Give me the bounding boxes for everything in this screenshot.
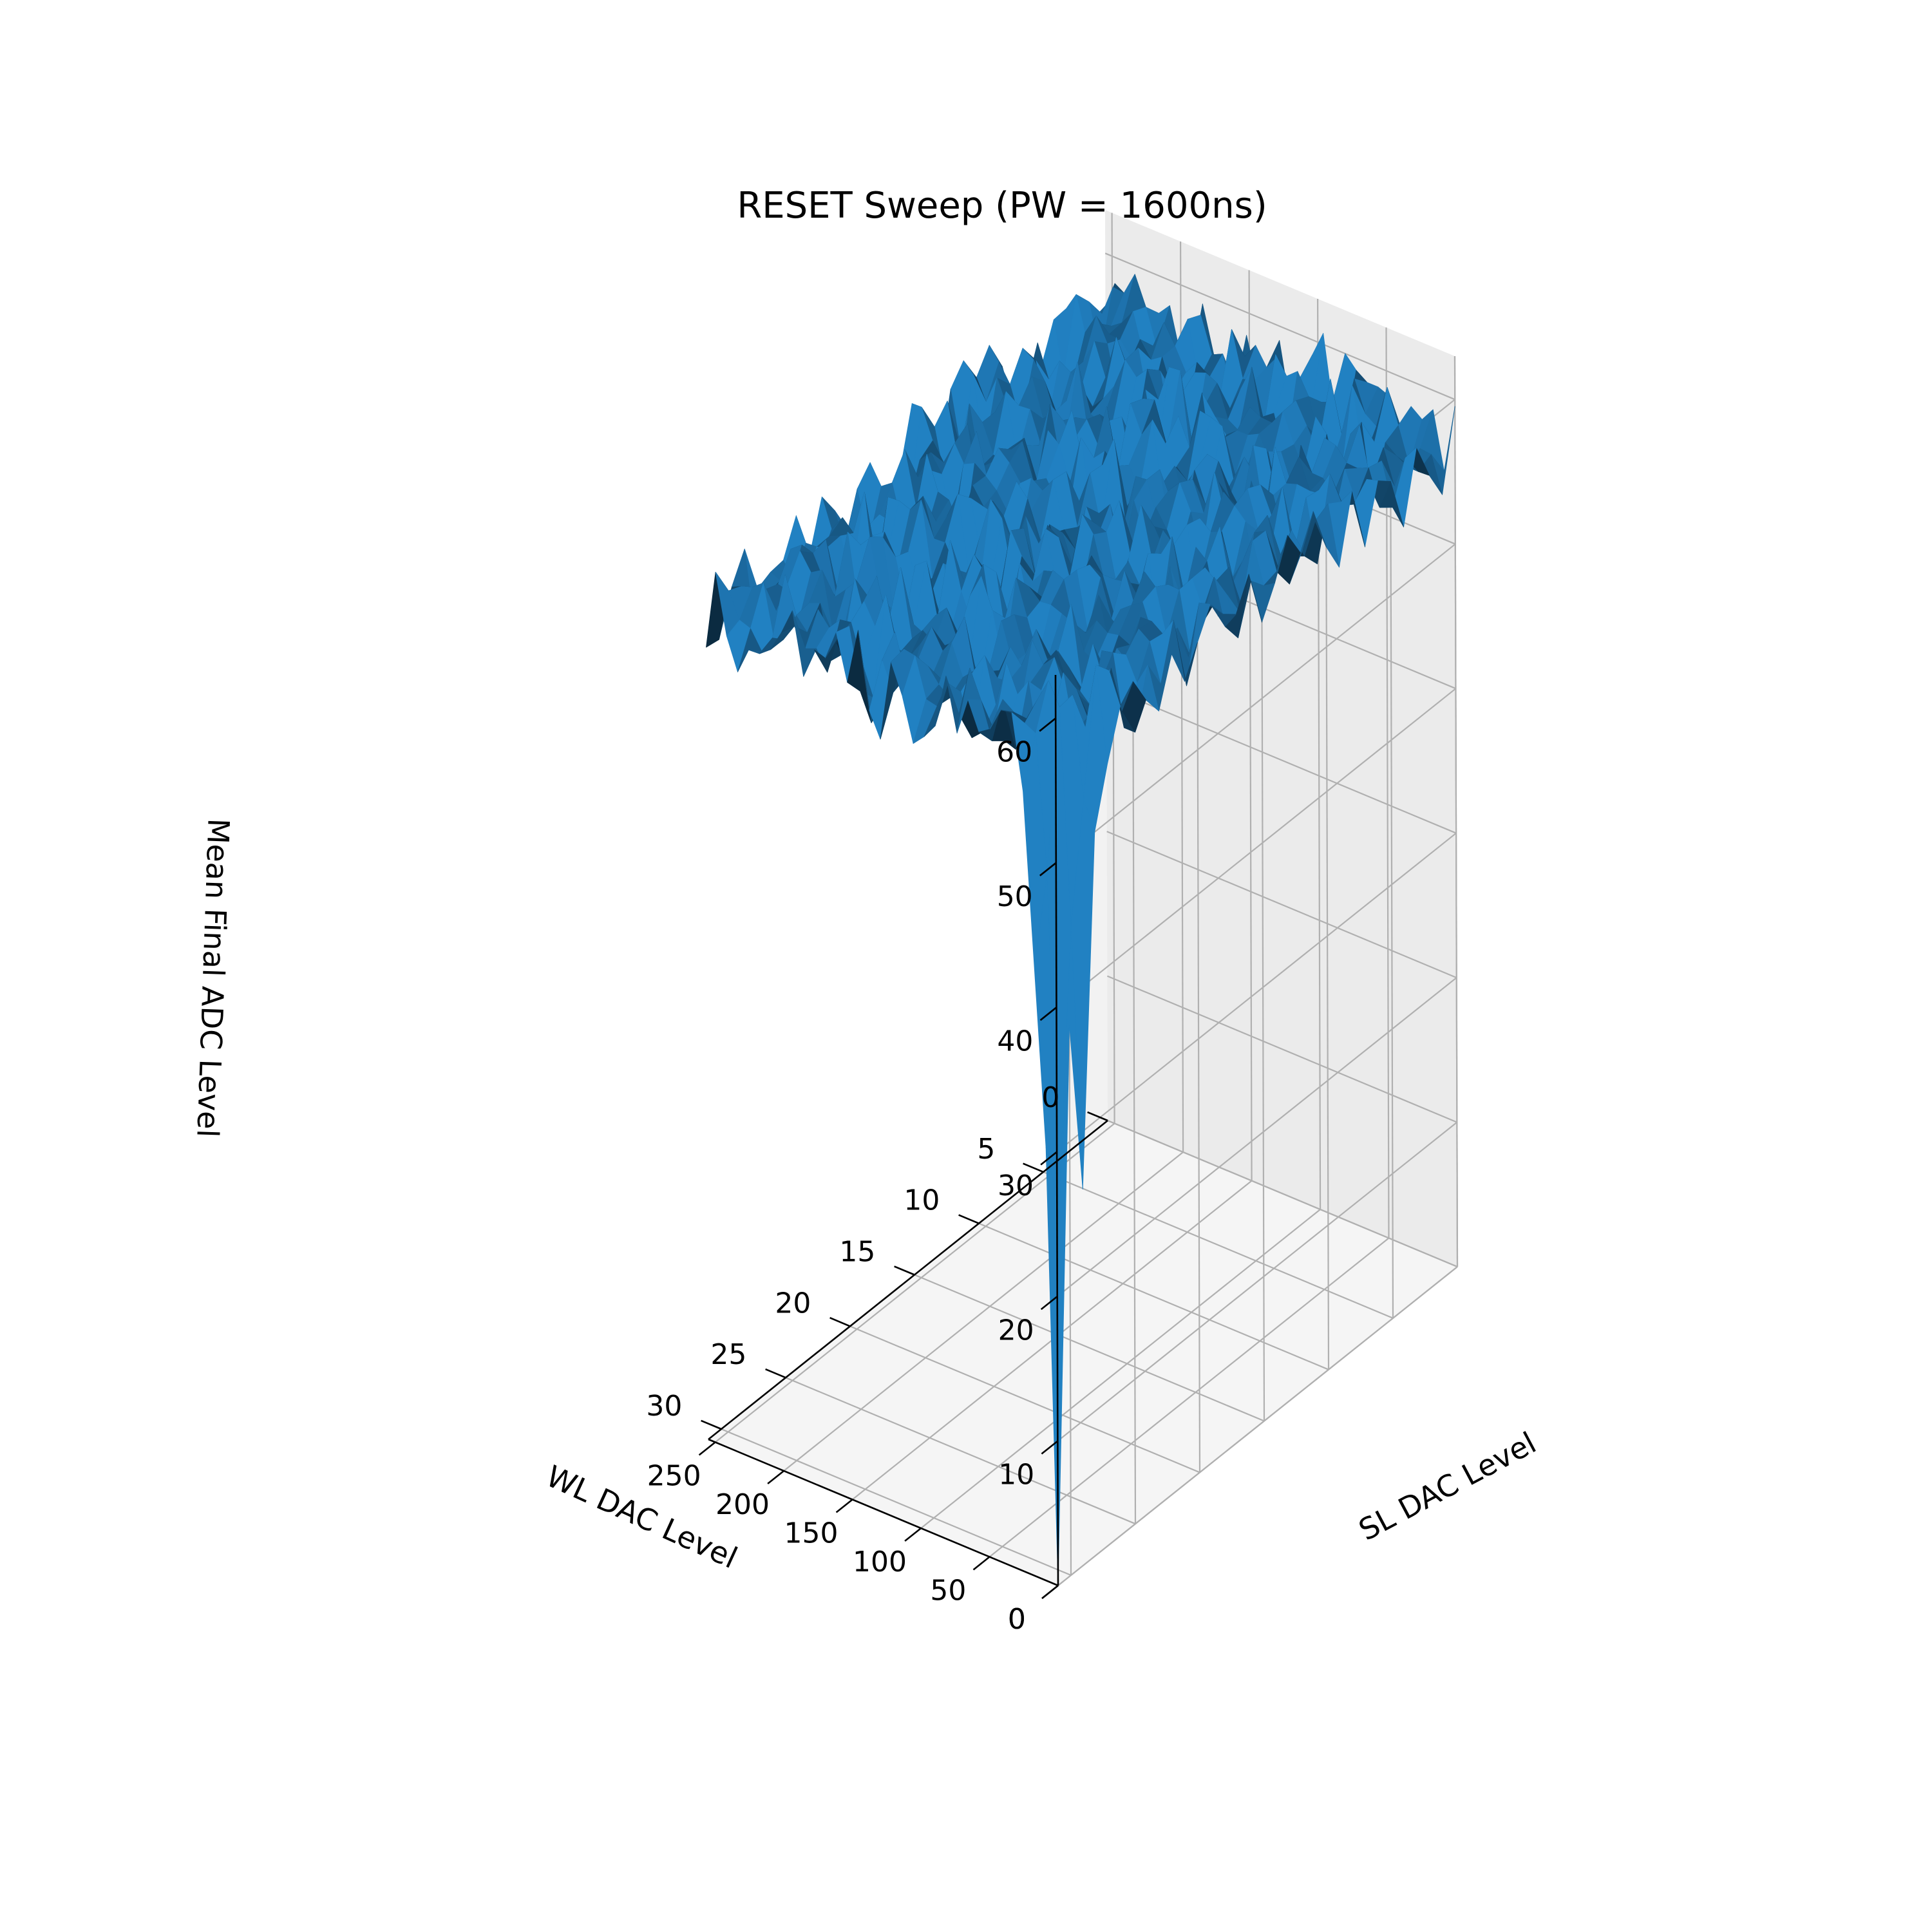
grid-line-z-left xyxy=(1056,832,1457,1153)
y-tick-20-tick xyxy=(829,1317,851,1327)
x-tick-250-tick xyxy=(698,1441,716,1456)
grid-line-sl-wall xyxy=(1196,562,1201,1473)
y-tick-5-label: 5 xyxy=(977,1133,995,1166)
z-tick-40-label: 40 xyxy=(997,1025,1033,1057)
grid-line-z-right xyxy=(1107,1119,1458,1268)
y-tick-30-tick xyxy=(701,1419,722,1430)
grid-line-z-right xyxy=(1104,252,1455,401)
floor-pane xyxy=(708,1121,1457,1586)
x-axis-label: WL DAC Level xyxy=(541,1459,743,1575)
x-tick-150-label: 150 xyxy=(784,1517,838,1550)
y-tick-10-tick xyxy=(958,1214,980,1224)
y-tick-30-label: 30 xyxy=(646,1390,682,1423)
grid-line-sl-floor xyxy=(849,1325,1200,1473)
x-tick-50-tick xyxy=(972,1556,990,1571)
grid-line-sl-wall xyxy=(1132,613,1137,1524)
grid-line-sl-floor xyxy=(1043,1171,1394,1319)
grid-line-wl-floor xyxy=(920,1209,1321,1529)
y-tick-0-tick xyxy=(1087,1111,1108,1122)
z-axis-label: Mean Final ADC Level xyxy=(190,818,236,1138)
grid-line-z-right xyxy=(1106,686,1457,834)
z-tick-10-tick xyxy=(1041,1440,1059,1455)
grid-line-z-right xyxy=(1106,831,1457,979)
z-tick-20-tick xyxy=(1040,1296,1058,1311)
y-tick-25-tick xyxy=(765,1368,786,1379)
grid-line-sl-wall xyxy=(1260,510,1265,1421)
grid-line-z-right xyxy=(1106,975,1457,1123)
y-tick-15-tick xyxy=(894,1265,915,1276)
grid-line-sl-wall xyxy=(1454,355,1459,1267)
x-tick-0-label: 0 xyxy=(1008,1603,1026,1636)
x-tick-150-tick xyxy=(835,1499,853,1513)
y-tick-10-label: 10 xyxy=(904,1184,940,1217)
z-tick-0-label: 0 xyxy=(1008,1603,1026,1636)
y-tick-15-label: 15 xyxy=(839,1236,875,1269)
grid-line-sl-wall xyxy=(1389,407,1394,1318)
z-tick-10-label: 10 xyxy=(998,1459,1034,1492)
x-tick-100-tick xyxy=(904,1527,922,1542)
z-tick-50-label: 50 xyxy=(997,880,1033,913)
z-tick-20-label: 20 xyxy=(998,1314,1034,1347)
y-tick-5-tick xyxy=(1023,1162,1044,1173)
grid-lines xyxy=(714,213,1459,1586)
grid-line-sl-floor xyxy=(978,1222,1329,1370)
z-tick-60-label: 60 xyxy=(996,736,1032,769)
grid-line-z-left xyxy=(1057,1121,1458,1442)
grid-line-sl-floor xyxy=(785,1377,1136,1525)
z-tick-50-tick xyxy=(1039,862,1057,876)
x-tick-50-label: 50 xyxy=(930,1575,966,1607)
grid-line-wl-floor xyxy=(783,1151,1184,1472)
axis-lines xyxy=(708,674,1108,1587)
z-tick-40-tick xyxy=(1039,1007,1057,1021)
grid-line-z-left xyxy=(1056,688,1457,1009)
chart-title: RESET Sweep (PW = 1600ns) xyxy=(737,185,1267,227)
z-tick-0-tick xyxy=(1041,1584,1059,1600)
z-axis-line xyxy=(1054,674,1059,1586)
grid-line-z-left xyxy=(1057,977,1457,1297)
y-axis-label: SL DAC Level xyxy=(1353,1425,1542,1548)
surface-plot xyxy=(706,274,1455,1586)
grid-line-sl-wall xyxy=(1325,459,1330,1370)
y-tick-25-label: 25 xyxy=(710,1338,746,1371)
x-tick-250-label: 250 xyxy=(647,1460,701,1493)
grid-line-sl-floor xyxy=(914,1274,1265,1422)
grid-line-sl-floor xyxy=(721,1428,1072,1577)
z-tick-30-tick xyxy=(1040,1151,1057,1166)
z-tick-30-label: 30 xyxy=(998,1170,1034,1202)
y-tick-0-label: 0 xyxy=(1041,1081,1059,1114)
z-tick-60-tick xyxy=(1039,717,1057,732)
x-tick-200-label: 200 xyxy=(715,1488,770,1521)
x-tick-100-label: 100 xyxy=(853,1546,907,1578)
y-axis-line xyxy=(708,1119,1108,1441)
x-tick-200-tick xyxy=(767,1470,784,1484)
x-axis-line xyxy=(708,1438,1059,1587)
y-tick-20-label: 20 xyxy=(775,1287,811,1320)
grid-line-z-left xyxy=(1056,543,1456,864)
grid-line-z-left xyxy=(1057,1266,1458,1586)
